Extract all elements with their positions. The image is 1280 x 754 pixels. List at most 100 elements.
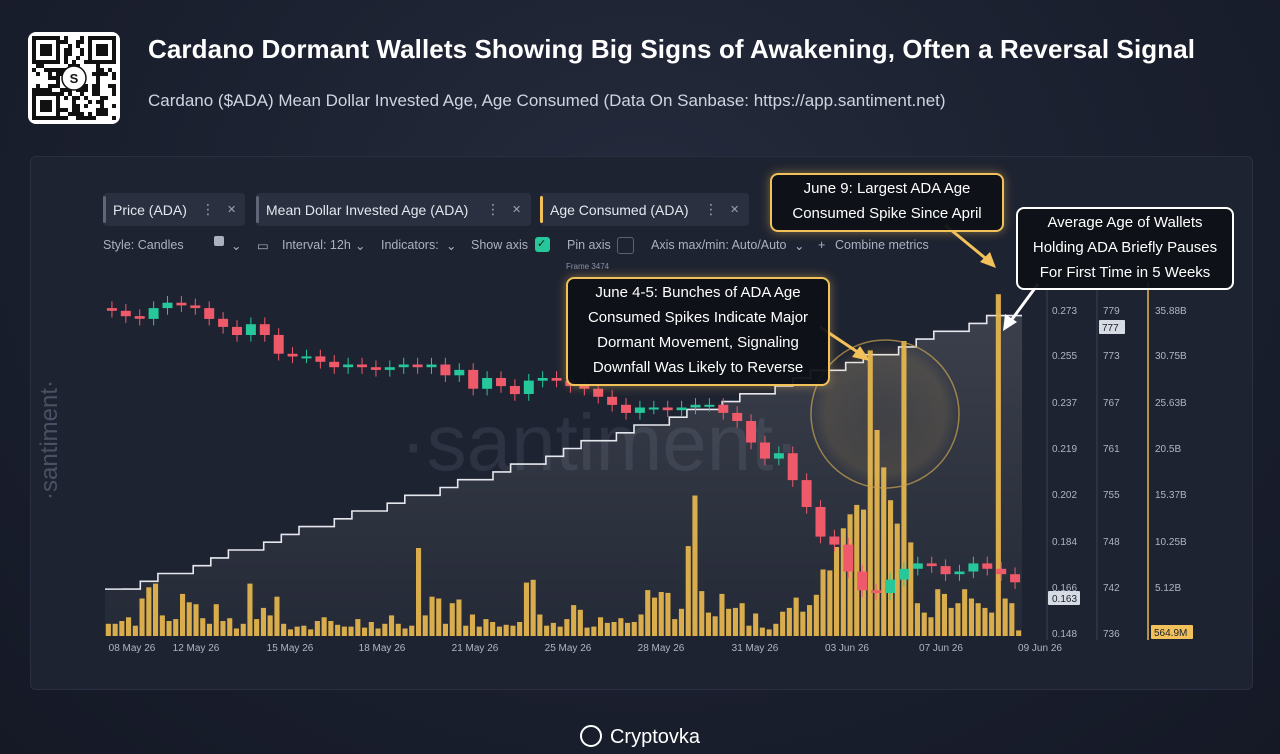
age-consumed-bar [989,612,995,636]
more-options-icon[interactable]: ⋮ [201,201,215,217]
age-consumed-bar [429,596,435,636]
age-consumed-bar [321,617,327,636]
age-consumed-bar [442,623,448,636]
age-consumed-bar [766,629,772,636]
candle-body [301,356,312,359]
age-consumed-bar [287,629,293,636]
age-consumed-bar [537,614,543,636]
mdia-axis-label: 736 [1103,629,1120,640]
age-consumed-bar [968,598,974,636]
more-options-icon[interactable]: ⋮ [486,201,500,217]
age-consumed-bar [793,597,799,636]
candle-body [621,404,631,413]
interval-selector[interactable]: Interval: 12h [282,238,351,252]
age-current-badge [1151,625,1193,639]
candle-body [440,364,451,376]
age-consumed-bar [678,608,684,636]
age-consumed-bar [159,615,165,636]
age-consumed-bar [564,619,570,636]
age-consumed-bar [1002,598,1008,636]
candle-body [662,407,673,411]
candle-body [815,507,826,537]
annotation-line: Average Age of Wallets [1047,214,1203,231]
metric-label: Price (ADA) [113,201,187,218]
color-swatch[interactable] [214,236,224,246]
candle-body [259,324,270,335]
age-consumed-bar [780,611,786,636]
age-consumed-bar [254,619,260,636]
age-consumed-bar [712,616,718,636]
cryptovka-logo-icon [579,725,602,747]
metric-chip-price[interactable]: Price (ADA) ⋮ ✕ [103,193,245,226]
candle-body [120,310,131,317]
annotation-line: Holding ADA Briefly Pauses [1032,239,1218,256]
price-axis-label: 0.237 [1052,398,1077,409]
chevron-down-icon[interactable]: ⌄ [446,239,457,253]
age-consumed-bar [213,604,219,636]
age-consumed-bar [517,622,523,636]
price-axis-label: 0.202 [1052,490,1077,501]
metric-color-bar [540,196,543,223]
indicators-selector[interactable]: Indicators: [381,238,439,252]
chevron-down-icon[interactable]: ⌄ [355,239,366,253]
age-consumed-bar [544,625,550,636]
frame-label: Frame 3474 [566,262,610,271]
age-consumed-bar [571,605,577,636]
age-consumed-bar [375,628,381,636]
age-consumed-bar [692,495,698,636]
age-consumed-bar [395,623,401,636]
candle-body [134,316,145,319]
age-consumed-bar [105,623,111,636]
metric-chip-mdia[interactable]: Mean Dollar Invested Age (ADA) ⋮ ✕ [256,193,531,226]
candle-body [912,563,923,569]
close-icon[interactable]: ✕ [512,204,522,216]
candle-body [537,378,548,381]
age-consumed-bar [368,622,374,636]
chevron-down-icon[interactable]: ⌄ [231,239,242,253]
more-options-icon[interactable]: ⋮ [704,201,718,217]
annotation-line: June 9: Largest ADA Age [803,180,971,197]
page-subtitle: Cardano ($ADA) Mean Dollar Invested Age,… [148,91,946,110]
age-consumed-bar [746,625,752,636]
annotation-average-age: Average Age of Wallets Holding ADA Brief… [1016,207,1234,290]
combine-metrics-button[interactable]: Combine metrics [835,238,929,252]
candle-body [523,380,534,394]
metric-chip-age-consumed[interactable]: Age Consumed (ADA) ⋮ ✕ [540,193,749,226]
close-icon[interactable]: ✕ [730,204,740,216]
age-consumed-bar [469,614,475,636]
age-consumed-bar [854,504,860,636]
age-consumed-bar [126,617,132,636]
x-tick-label: 07 Jun 26 [919,643,963,654]
candle-body [760,442,770,459]
candle-body [343,364,354,368]
age-axis-label: 25.63B [1155,398,1187,409]
close-icon[interactable]: ✕ [227,204,237,216]
x-tick-label: 18 May 26 [359,643,406,654]
style-selector[interactable]: Style: Candles [103,238,184,252]
chevron-down-icon[interactable]: ⌄ [794,239,805,253]
price-axis-label: 0.255 [1052,351,1077,362]
age-consumed-bar [173,619,179,636]
mdia-axis-label: 755 [1103,490,1120,501]
annotation-line: Dormant Movement, Signaling [597,334,799,351]
age-consumed-bar [935,589,941,636]
candle-body [357,364,367,368]
age-consumed-bar [732,607,738,636]
age-consumed-bar [867,350,873,636]
age-consumed-bar [1016,630,1022,636]
age-consumed-bar [847,514,853,636]
age-consumed-bar [665,592,671,636]
pin-axis-checkbox[interactable] [617,237,634,254]
metric-label: Age Consumed (ADA) [550,201,689,218]
mdia-axis-label: 742 [1103,583,1120,594]
candle-body [370,367,381,370]
age-consumed-bar [416,548,422,636]
age-consumed-bar [274,596,280,636]
show-axis-checkbox[interactable] [535,237,550,252]
age-consumed-bar [705,612,711,636]
candle-body [704,404,715,407]
age-consumed-bar [726,608,732,636]
candle-body [148,308,159,319]
axis-maxmin-selector[interactable]: Axis max/min: Auto/Auto [651,238,787,252]
age-consumed-bar [820,569,826,636]
